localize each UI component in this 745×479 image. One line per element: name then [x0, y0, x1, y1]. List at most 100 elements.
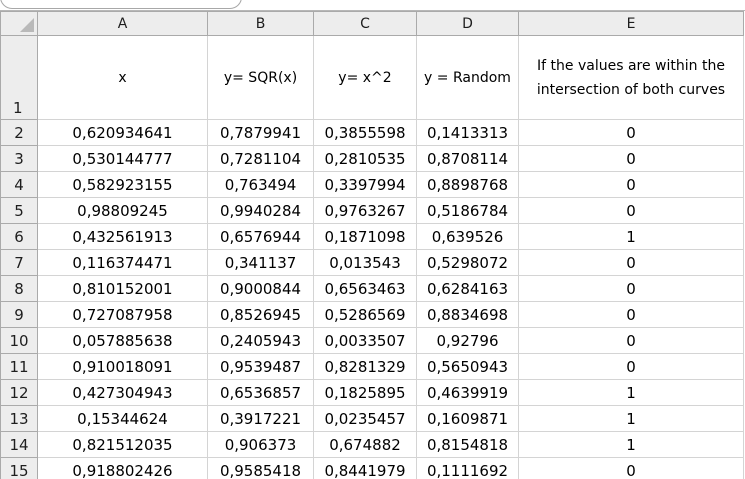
cell-e1[interactable]: If the values are within the intersectio…: [518, 35, 744, 120]
cell-d[interactable]: 0,1111692: [416, 457, 519, 479]
cell-b[interactable]: 0,341137: [207, 249, 314, 276]
select-all-triangle-icon: [20, 18, 34, 32]
cell-d[interactable]: 0,639526: [416, 223, 519, 250]
cell-b1[interactable]: y= SQR(x): [207, 35, 314, 120]
row-header[interactable]: 15: [0, 457, 38, 479]
cell-c[interactable]: 0,5286569: [313, 301, 417, 328]
cell-c[interactable]: 0,8281329: [313, 353, 417, 380]
cell-b[interactable]: 0,3917221: [207, 405, 314, 432]
cell-d[interactable]: 0,1413313: [416, 119, 519, 146]
cell-c[interactable]: 0,0033507: [313, 327, 417, 354]
row-header[interactable]: 1: [0, 35, 38, 120]
cell-d[interactable]: 0,8708114: [416, 145, 519, 172]
row-header[interactable]: 11: [0, 353, 38, 380]
cell-e[interactable]: 0: [518, 353, 744, 380]
cell-d[interactable]: 0,1609871: [416, 405, 519, 432]
cell-a[interactable]: 0,116374471: [37, 249, 208, 276]
cell-b[interactable]: 0,2405943: [207, 327, 314, 354]
cell-d[interactable]: 0,5186784: [416, 197, 519, 224]
cell-a[interactable]: 0,727087958: [37, 301, 208, 328]
cell-d1[interactable]: y = Random: [416, 35, 519, 120]
cell-e[interactable]: 1: [518, 405, 744, 432]
cell-a[interactable]: 0,620934641: [37, 119, 208, 146]
cell-c[interactable]: 0,013543: [313, 249, 417, 276]
cell-c[interactable]: 0,674882: [313, 431, 417, 458]
row-header[interactable]: 6: [0, 223, 38, 250]
cell-b[interactable]: 0,6576944: [207, 223, 314, 250]
column-header-d[interactable]: D: [416, 11, 519, 36]
cell-b[interactable]: 0,6536857: [207, 379, 314, 406]
cell-e[interactable]: 1: [518, 431, 744, 458]
cell-c[interactable]: 0,9763267: [313, 197, 417, 224]
cell-e[interactable]: 0: [518, 119, 744, 146]
cell-a[interactable]: 0,98809245: [37, 197, 208, 224]
cell-e[interactable]: 1: [518, 379, 744, 406]
cell-d[interactable]: 0,8834698: [416, 301, 519, 328]
row-header[interactable]: 4: [0, 171, 38, 198]
table-row: 6 0,432561913 0,6576944 0,1871098 0,6395…: [0, 223, 744, 250]
cell-a[interactable]: 0,432561913: [37, 223, 208, 250]
cell-a[interactable]: 0,918802426: [37, 457, 208, 479]
cell-a[interactable]: 0,057885638: [37, 327, 208, 354]
cell-e[interactable]: 0: [518, 301, 744, 328]
cell-d[interactable]: 0,92796: [416, 327, 519, 354]
select-all-corner[interactable]: [0, 11, 38, 36]
cell-b[interactable]: 0,8526945: [207, 301, 314, 328]
cell-a[interactable]: 0,15344624: [37, 405, 208, 432]
cell-b[interactable]: 0,9000844: [207, 275, 314, 302]
cell-c[interactable]: 0,1825895: [313, 379, 417, 406]
row-header[interactable]: 10: [0, 327, 38, 354]
cell-e[interactable]: 0: [518, 249, 744, 276]
cell-a[interactable]: 0,821512035: [37, 431, 208, 458]
row-header[interactable]: 13: [0, 405, 38, 432]
column-header-b[interactable]: B: [207, 11, 314, 36]
cell-a[interactable]: 0,530144777: [37, 145, 208, 172]
row-header[interactable]: 3: [0, 145, 38, 172]
row-header[interactable]: 14: [0, 431, 38, 458]
cell-e[interactable]: 1: [518, 223, 744, 250]
row-header[interactable]: 12: [0, 379, 38, 406]
cell-e[interactable]: 0: [518, 457, 744, 479]
cell-c[interactable]: 0,8441979: [313, 457, 417, 479]
row-header[interactable]: 5: [0, 197, 38, 224]
cell-c[interactable]: 0,2810535: [313, 145, 417, 172]
cell-c[interactable]: 0,1871098: [313, 223, 417, 250]
cell-d[interactable]: 0,8154818: [416, 431, 519, 458]
cell-d[interactable]: 0,5650943: [416, 353, 519, 380]
cell-e[interactable]: 0: [518, 197, 744, 224]
name-box[interactable]: [0, 0, 242, 9]
cell-b[interactable]: 0,763494: [207, 171, 314, 198]
cell-c[interactable]: 0,6563463: [313, 275, 417, 302]
cell-b[interactable]: 0,906373: [207, 431, 314, 458]
cell-a1[interactable]: x: [37, 35, 208, 120]
cell-e[interactable]: 0: [518, 171, 744, 198]
row-header[interactable]: 2: [0, 119, 38, 146]
cell-c1[interactable]: y= x^2: [313, 35, 417, 120]
cell-c[interactable]: 0,3855598: [313, 119, 417, 146]
cell-a[interactable]: 0,427304943: [37, 379, 208, 406]
cell-a[interactable]: 0,582923155: [37, 171, 208, 198]
cell-e[interactable]: 0: [518, 327, 744, 354]
cell-d[interactable]: 0,8898768: [416, 171, 519, 198]
cell-d[interactable]: 0,5298072: [416, 249, 519, 276]
cell-a[interactable]: 0,810152001: [37, 275, 208, 302]
column-header-c[interactable]: C: [313, 11, 417, 36]
cell-b[interactable]: 0,9585418: [207, 457, 314, 479]
cell-d[interactable]: 0,4639919: [416, 379, 519, 406]
cell-b[interactable]: 0,7281104: [207, 145, 314, 172]
row-header[interactable]: 9: [0, 301, 38, 328]
cell-a[interactable]: 0,910018091: [37, 353, 208, 380]
cell-e[interactable]: 0: [518, 145, 744, 172]
column-header-a[interactable]: A: [37, 11, 208, 36]
cell-b[interactable]: 0,7879941: [207, 119, 314, 146]
row-header[interactable]: 7: [0, 249, 38, 276]
cell-e[interactable]: 0: [518, 275, 744, 302]
column-header-e[interactable]: E: [518, 11, 744, 36]
cell-c[interactable]: 0,3397994: [313, 171, 417, 198]
cell-c[interactable]: 0,0235457: [313, 405, 417, 432]
cell-b[interactable]: 0,9940284: [207, 197, 314, 224]
cell-b[interactable]: 0,9539487: [207, 353, 314, 380]
cell-d[interactable]: 0,6284163: [416, 275, 519, 302]
row-header[interactable]: 8: [0, 275, 38, 302]
table-row: 11 0,910018091 0,9539487 0,8281329 0,565…: [0, 353, 744, 380]
